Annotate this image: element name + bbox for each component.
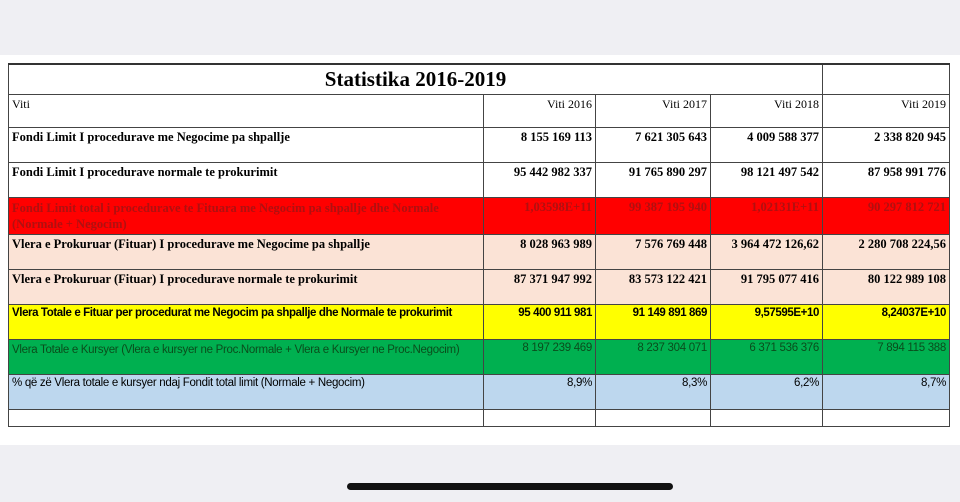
header-label: Viti	[8, 94, 484, 128]
cell: 2 280 708 224,56	[822, 234, 950, 270]
cell: 4 009 588 377	[710, 127, 823, 163]
header-year: Viti 2018	[710, 94, 823, 128]
cell: 1,02131E+11	[710, 197, 823, 235]
table-row: Vlera Totale e Kursyer (Vlera e kursyer …	[8, 339, 950, 375]
table-row: Vlera e Prokuruar (Fituar) I procedurave…	[8, 234, 950, 270]
cell: 95 442 982 337	[483, 162, 596, 198]
cell: 91 795 077 416	[710, 269, 823, 305]
row-label: Fondi Limit I procedurave me Negocime pa…	[8, 127, 484, 163]
cell: 83 573 122 421	[595, 269, 711, 305]
empty-row	[8, 409, 950, 427]
cell: 2 338 820 945	[822, 127, 950, 163]
spreadsheet-image: Statistika 2016-2019 Viti Viti 2016 Viti…	[0, 55, 960, 445]
cell: 7 894 115 388	[822, 339, 950, 375]
header-year: Viti 2019	[822, 94, 950, 128]
cell: 8,24037E+10	[822, 304, 950, 340]
cell: 8 237 304 071	[595, 339, 711, 375]
header-year: Viti 2017	[595, 94, 711, 128]
table-row: Vlera Totale e Fituar per procedurat me …	[8, 304, 950, 340]
table-row: Vlera e Prokuruar (Fituar) I procedurave…	[8, 269, 950, 305]
row-label: % që zë Vlera totale e kursyer ndaj Fond…	[8, 374, 484, 410]
cell: 7 576 769 448	[595, 234, 711, 270]
cell: 8,7%	[822, 374, 950, 410]
cell: 8,9%	[483, 374, 596, 410]
cell: 8 028 963 989	[483, 234, 596, 270]
cell: 98 121 497 542	[710, 162, 823, 198]
table-row: % që zë Vlera totale e kursyer ndaj Fond…	[8, 374, 950, 410]
cell: 91 149 891 869	[595, 304, 711, 340]
cell: 8 197 239 469	[483, 339, 596, 375]
row-label: Fondi Limit total i procedurave te Fitua…	[8, 197, 484, 235]
cell: 99 387 195 940	[595, 197, 711, 235]
table-row: Fondi Limit total i procedurave te Fitua…	[8, 197, 950, 235]
table-row: Fondi Limit I procedurave me Negocime pa…	[8, 127, 950, 163]
cell: 8 155 169 113	[483, 127, 596, 163]
row-label: Vlera Totale e Fituar per procedurat me …	[8, 304, 484, 340]
row-label: Vlera e Prokuruar (Fituar) I procedurave…	[8, 269, 484, 305]
row-label: Vlera Totale e Kursyer (Vlera e kursyer …	[8, 339, 484, 375]
empty-cell	[822, 63, 950, 95]
table-row: Fondi Limit I procedurave normale te pro…	[8, 162, 950, 198]
cell: 87 371 947 992	[483, 269, 596, 305]
status-area	[0, 0, 960, 55]
cell: 90 297 812 721	[822, 197, 950, 235]
home-indicator[interactable]	[347, 483, 673, 490]
cell: 7 621 305 643	[595, 127, 711, 163]
cell: 6 371 536 376	[710, 339, 823, 375]
cell: 95 400 911 981	[483, 304, 596, 340]
header-row: Viti Viti 2016 Viti 2017 Viti 2018 Viti …	[8, 94, 950, 128]
row-label: Fondi Limit I procedurave normale te pro…	[8, 162, 484, 198]
cell: 80 122 989 108	[822, 269, 950, 305]
cell: 1,03598E+11	[483, 197, 596, 235]
header-year: Viti 2016	[483, 94, 596, 128]
row-label: Vlera e Prokuruar (Fituar) I procedurave…	[8, 234, 484, 270]
cell: 9,57595E+10	[710, 304, 823, 340]
table-title: Statistika 2016-2019	[8, 63, 823, 95]
cell: 3 964 472 126,62	[710, 234, 823, 270]
cell: 6,2%	[710, 374, 823, 410]
cell: 87 958 991 776	[822, 162, 950, 198]
statistics-table: Statistika 2016-2019 Viti Viti 2016 Viti…	[8, 63, 950, 427]
cell: 91 765 890 297	[595, 162, 711, 198]
cell: 8,3%	[595, 374, 711, 410]
